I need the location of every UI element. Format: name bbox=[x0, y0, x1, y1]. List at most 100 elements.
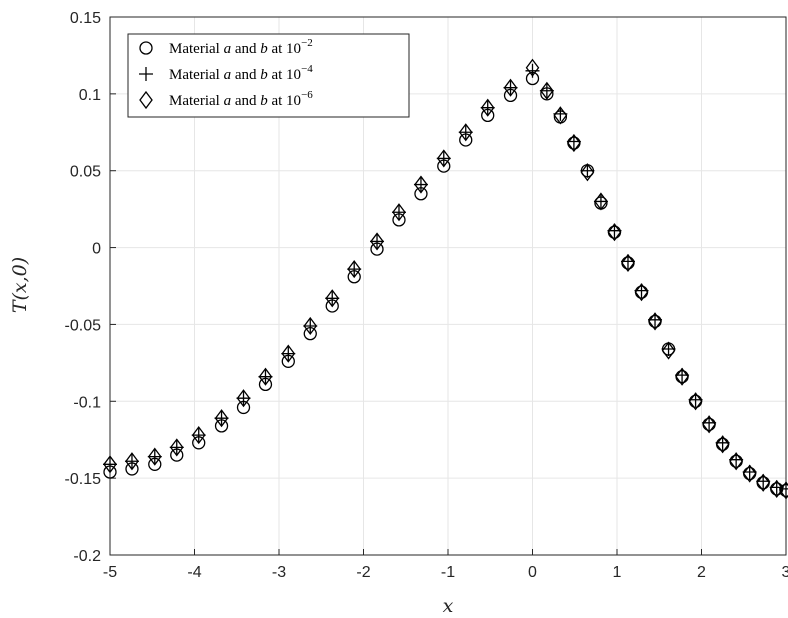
data-point-plus bbox=[214, 411, 229, 426]
data-point-plus bbox=[436, 151, 451, 166]
y-tick-label: 0.1 bbox=[79, 87, 101, 104]
data-point-diamond bbox=[769, 479, 784, 498]
data-point-plus bbox=[191, 428, 206, 443]
data-point-diamond bbox=[621, 253, 635, 273]
x-tick-label: 0 bbox=[528, 564, 537, 581]
legend-var-a: a bbox=[224, 67, 232, 83]
data-point-plus bbox=[539, 83, 554, 98]
x-tick-label: -4 bbox=[187, 564, 201, 581]
legend-marker-plus bbox=[139, 67, 153, 81]
data-point-diamond bbox=[742, 464, 757, 483]
legend-var-b: b bbox=[260, 93, 268, 109]
data-point-plus bbox=[169, 440, 184, 455]
data-point-diamond bbox=[258, 367, 273, 386]
legend-var-a: a bbox=[224, 93, 232, 109]
data-point-plus bbox=[281, 346, 296, 361]
y-ticks: 0.15 0.1 0.05 0 -0.05 -0.1 -0.15 -0.2 bbox=[65, 10, 116, 565]
legend-prefix: Material bbox=[169, 93, 224, 109]
x-tick-label: -2 bbox=[356, 564, 370, 581]
x-tick-label: 1 bbox=[613, 564, 622, 581]
data-point-diamond bbox=[580, 163, 595, 182]
data-point-diamond bbox=[169, 438, 184, 457]
data-point-diamond bbox=[480, 98, 495, 117]
legend-prefix: Material bbox=[169, 67, 224, 83]
data-point-diamond bbox=[540, 81, 554, 100]
data-point-diamond bbox=[103, 455, 117, 474]
data-point-plus bbox=[325, 291, 340, 306]
data-point-diamond bbox=[594, 192, 608, 211]
legend-entry-3: Material a and b at 10−6 bbox=[169, 89, 313, 109]
data-point-diamond bbox=[567, 133, 581, 153]
series-circle bbox=[103, 71, 788, 498]
data-point-diamond bbox=[702, 415, 716, 434]
x-ticks: -5 -4 -3 -2 -1 0 1 2 3 bbox=[103, 549, 788, 581]
legend-exponent: −6 bbox=[301, 89, 313, 101]
x-tick-label: 2 bbox=[697, 564, 706, 581]
legend-entry-2: Material a and b at 10−4 bbox=[169, 63, 313, 83]
legend-at: at 10 bbox=[268, 67, 301, 83]
legend-and: and bbox=[231, 93, 260, 109]
y-tick-label: 0.05 bbox=[70, 164, 101, 181]
x-tick-label: 3 bbox=[782, 564, 788, 581]
data-point-diamond bbox=[325, 289, 340, 308]
y-tick-label: -0.1 bbox=[73, 394, 101, 411]
data-point-plus bbox=[413, 177, 428, 192]
data-point-diamond bbox=[688, 392, 703, 411]
data-point-plus bbox=[503, 80, 518, 95]
data-point-diamond bbox=[675, 367, 689, 386]
legend-marker-circle bbox=[139, 41, 153, 55]
data-point-plus bbox=[103, 457, 117, 472]
x-tick-label: -1 bbox=[441, 564, 455, 581]
data-point-diamond bbox=[236, 389, 251, 408]
legend-marker-diamond bbox=[139, 90, 153, 110]
data-point-plus bbox=[303, 318, 318, 333]
legend-var-b: b bbox=[260, 41, 268, 57]
data-point-plus bbox=[480, 100, 495, 115]
data-point-diamond bbox=[191, 426, 206, 445]
legend-prefix: Material bbox=[169, 41, 224, 57]
data-point-plus bbox=[593, 194, 608, 209]
legend-exponent: −4 bbox=[301, 63, 313, 75]
x-axis-label: x bbox=[443, 595, 454, 617]
data-point-diamond bbox=[392, 203, 406, 222]
data-point-diamond bbox=[281, 344, 296, 363]
data-point-diamond bbox=[756, 473, 770, 492]
data-point-diamond bbox=[661, 341, 676, 360]
data-point-plus bbox=[236, 391, 251, 406]
legend-and: and bbox=[231, 67, 260, 83]
data-point-diamond bbox=[503, 78, 518, 97]
data-point-diamond bbox=[147, 447, 162, 466]
data-point-plus bbox=[258, 369, 273, 384]
data-point-diamond bbox=[370, 232, 384, 251]
data-point-diamond bbox=[414, 175, 428, 194]
legend-var-a: a bbox=[224, 41, 232, 57]
data-point-diamond bbox=[553, 106, 568, 125]
series-diamond bbox=[103, 58, 788, 500]
data-point-plus bbox=[147, 449, 162, 464]
data-point-diamond bbox=[634, 283, 649, 302]
data-point-diamond bbox=[214, 409, 229, 428]
data-point-diamond bbox=[347, 260, 362, 279]
legend-at: at 10 bbox=[268, 41, 301, 57]
data-point-plus bbox=[458, 125, 473, 140]
legend-box bbox=[127, 33, 410, 118]
data-point-plus bbox=[347, 262, 362, 277]
data-point-diamond bbox=[525, 58, 540, 77]
data-point-diamond bbox=[436, 149, 451, 168]
legend-var-b: b bbox=[260, 67, 268, 83]
x-tick-label: -3 bbox=[272, 564, 286, 581]
data-point-diamond bbox=[729, 452, 743, 471]
data-point-diamond bbox=[458, 123, 473, 142]
data-point-diamond bbox=[607, 223, 622, 242]
y-tick-label: -0.15 bbox=[65, 471, 102, 488]
x-tick-label: -5 bbox=[103, 564, 117, 581]
y-tick-label: -0.05 bbox=[65, 317, 102, 334]
data-point-diamond bbox=[125, 452, 139, 471]
legend-and: and bbox=[231, 41, 260, 57]
legend-entry-1: Material a and b at 10−2 bbox=[169, 37, 313, 57]
data-point-plus bbox=[370, 234, 385, 249]
data-point-plus bbox=[124, 454, 139, 469]
data-point-diamond bbox=[648, 312, 662, 331]
